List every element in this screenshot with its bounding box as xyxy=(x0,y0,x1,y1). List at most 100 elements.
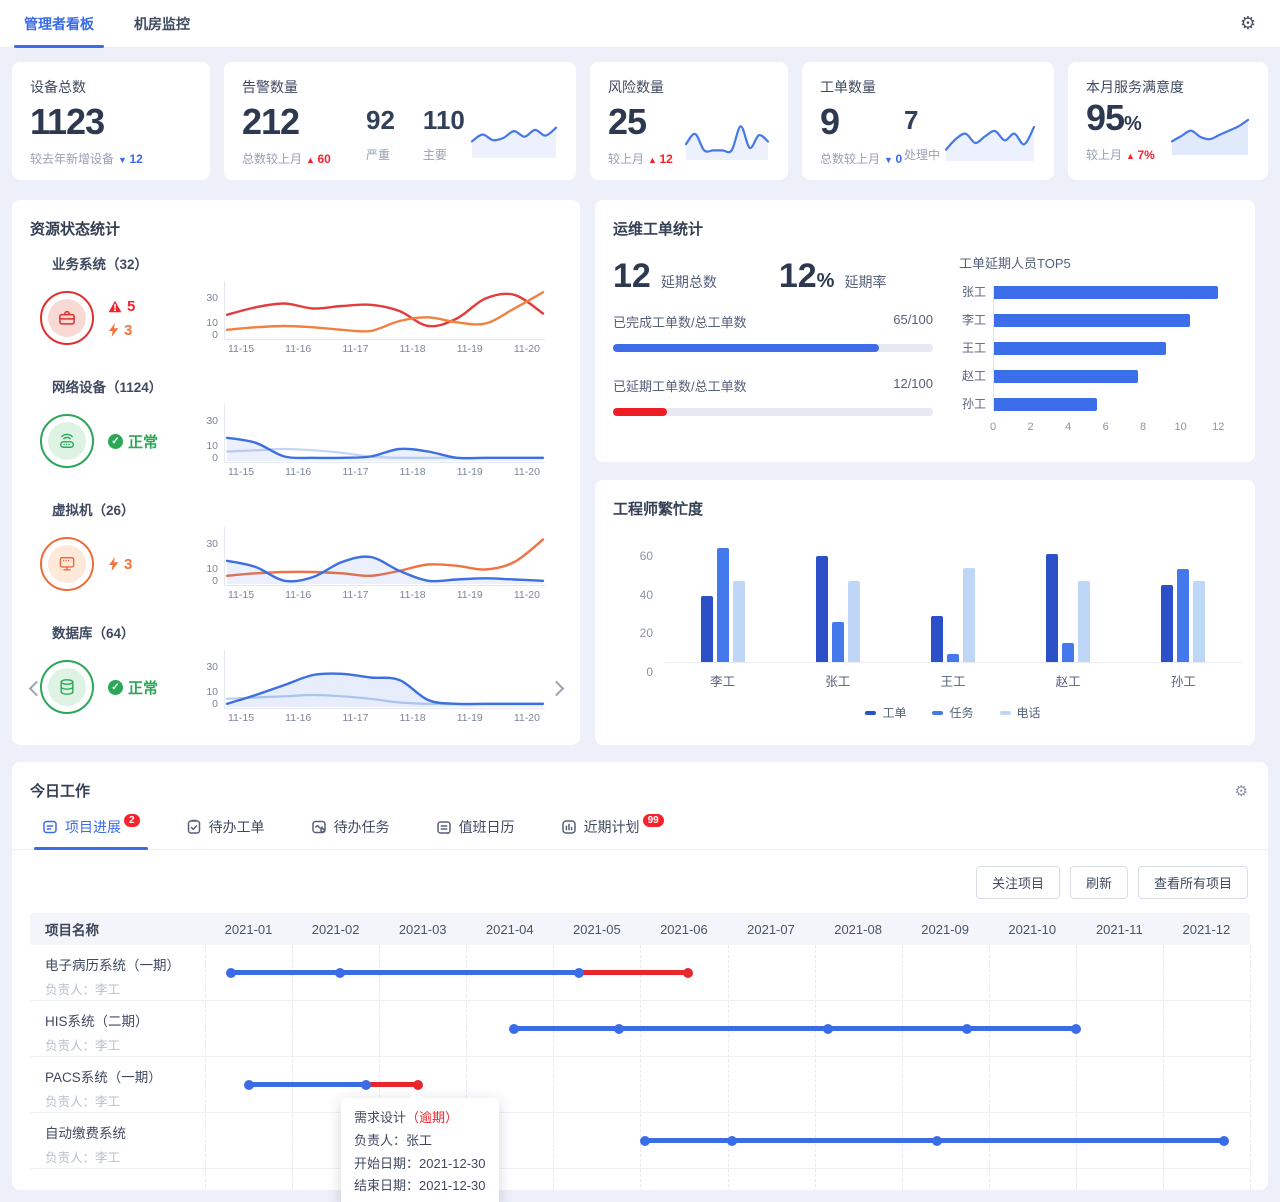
gantt-milestone-dot[interactable] xyxy=(726,1135,737,1146)
gantt-row: PACS系统（一期） 负责人：李工 xyxy=(30,1057,1250,1113)
kpi-value: 25 xyxy=(608,101,647,142)
project-owner: 负责人：李工 xyxy=(45,1151,121,1165)
y-tick: 30 xyxy=(206,538,218,550)
gantt-gridline xyxy=(466,945,468,1192)
panel-title: 资源状态统计 xyxy=(30,221,121,238)
gantt-milestone-dot[interactable] xyxy=(361,1079,372,1090)
top5-label: 王工 xyxy=(961,341,986,355)
kpi-delta: 60 xyxy=(306,152,330,166)
tab-duty-calendar[interactable]: 值班日历 xyxy=(436,817,515,849)
gantt-segment xyxy=(514,1026,1076,1031)
tab-project-progress[interactable]: 项目进展 2 xyxy=(34,813,148,850)
top5-bar xyxy=(994,398,1097,411)
gantt-milestone-dot[interactable] xyxy=(639,1135,650,1146)
tab-recent-plans[interactable]: 近期计划 99 xyxy=(561,813,664,849)
busy-category-label: 孙工 xyxy=(1170,675,1196,689)
x-tick: 11-16 xyxy=(285,466,312,478)
gantt-milestone-dot[interactable] xyxy=(226,967,237,978)
status-label: 正常 xyxy=(128,433,159,451)
kpi-delta: 0 xyxy=(884,152,902,166)
kpi-card-devices: 设备总数 1123 较去年新增设备12 xyxy=(12,62,210,180)
legend-marker xyxy=(999,710,1011,715)
kpi-title: 工单数量 xyxy=(820,79,876,95)
busy-y-tick: 0 xyxy=(646,665,653,679)
progress-completed: 已完成工单数/总工单数 65/100 xyxy=(613,312,933,352)
carousel-next-button[interactable] xyxy=(546,678,566,698)
x-tick: 11-15 xyxy=(228,589,255,601)
busy-bar xyxy=(732,581,745,662)
database-icon xyxy=(60,679,74,695)
tab-todo-tasks[interactable]: 待办任务 xyxy=(311,817,390,849)
kpi-severe-label: 严重 xyxy=(366,148,391,162)
stat-delay-rate: 12% 延期率 xyxy=(779,257,887,296)
status-label: 正常 xyxy=(128,679,159,697)
gantt-row: 电子病历系统（一期） 负责人：李工 xyxy=(30,945,1250,1001)
x-tick: 11-16 xyxy=(285,712,312,724)
gantt-gridline xyxy=(640,945,642,1192)
progress-fill xyxy=(613,408,668,416)
tab-manager-dashboard[interactable]: 管理者看板 xyxy=(14,0,104,48)
gantt-gridline xyxy=(901,945,903,1192)
y-tick: 10 xyxy=(206,686,218,698)
gantt-milestone-dot[interactable] xyxy=(1070,1023,1081,1034)
gantt-milestone-dot[interactable] xyxy=(962,1023,972,1034)
kpi-sub-label: 总数较上月 xyxy=(820,152,881,167)
gantt-milestone-dot[interactable] xyxy=(1218,1135,1229,1146)
legend-marker xyxy=(932,710,944,715)
gantt-row-name: 自动缴费系统 负责人：李工 xyxy=(30,1113,205,1168)
project-owner: 负责人：李工 xyxy=(45,983,121,997)
orders-sparkline xyxy=(944,126,1036,162)
gantt-milestone-dot[interactable] xyxy=(413,1079,424,1090)
panel-settings-gear-icon[interactable]: ⚙ xyxy=(1234,782,1248,800)
settings-gear-icon[interactable]: ⚙ xyxy=(1239,13,1256,33)
refresh-button[interactable]: 刷新 xyxy=(1069,866,1128,899)
risks-sparkline xyxy=(684,125,770,161)
x-tick: 11-15 xyxy=(228,712,255,724)
top5-bar xyxy=(994,342,1167,355)
tooltip-status: （逾期） xyxy=(406,1110,459,1125)
gantt-gridline xyxy=(1250,945,1251,1192)
carousel-prev-button[interactable] xyxy=(26,678,46,698)
gantt-milestone-dot[interactable] xyxy=(243,1079,254,1090)
gantt-gridline xyxy=(553,945,555,1192)
tab-label: 待办任务 xyxy=(333,819,390,835)
tab-todo-workorders[interactable]: 待办工单 xyxy=(186,817,265,849)
project-gantt: 项目名称 2021-01 2021-02 2021-03 2021-04 2021-05… xyxy=(30,913,1251,1202)
kpi-value: 212 xyxy=(242,101,300,142)
lightning-bolt-icon xyxy=(109,323,119,337)
resource-item-virtual-machines: 虚拟机（26） 3 30 10 0 xyxy=(12,491,580,614)
virtual-machine-icon xyxy=(59,557,75,571)
tab-badge: 2 xyxy=(124,813,140,827)
router-wifi-icon xyxy=(60,433,74,448)
kpi-title: 本月服务满意度 xyxy=(1086,79,1184,95)
tab-machine-room-monitor[interactable]: 机房监控 xyxy=(134,15,190,32)
gantt-milestone-dot[interactable] xyxy=(335,967,345,978)
kpi-card-risks: 风险数量 25 较上月12 xyxy=(590,62,788,180)
busy-bar xyxy=(1177,569,1190,662)
gantt-milestone-dot[interactable] xyxy=(509,1023,520,1034)
gantt-milestone-dot[interactable] xyxy=(683,967,694,978)
gantt-month-label: 2021-04 xyxy=(485,921,534,937)
legend-item: 电话 xyxy=(999,704,1041,721)
y-tick: 30 xyxy=(206,292,218,304)
x-tick: 11-18 xyxy=(399,466,426,478)
gantt-gridline xyxy=(988,945,990,1192)
gantt-milestone-dot[interactable] xyxy=(613,1023,624,1034)
gantt-milestone-dot[interactable] xyxy=(931,1135,942,1146)
follow-project-button[interactable]: 关注项目 xyxy=(975,866,1060,899)
progress-track xyxy=(613,344,933,352)
kpi-sub-label: 较上月 xyxy=(608,152,645,167)
view-all-projects-button[interactable]: 查看所有项目 xyxy=(1137,866,1248,899)
today-work-panel: 今日工作 ⚙ 项目进展 2 待办工单 待办任务 值班日历 xyxy=(12,762,1268,1202)
kpi-sub-label: 较去年新增设备 xyxy=(30,152,115,167)
kpi-value: 95 xyxy=(1086,97,1125,138)
gantt-row: HIS系统（二期） 负责人：李工 xyxy=(30,1001,1250,1057)
top5-bar xyxy=(994,314,1191,327)
y-tick: 10 xyxy=(206,317,218,329)
resource-trend-chart: 30 10 0 11-15 11-16 11-17 11-18 11-19 11-20 xyxy=(198,281,562,355)
gantt-milestone-dot[interactable] xyxy=(822,1023,833,1034)
legend-label: 任务 xyxy=(949,706,974,720)
project-name: PACS系统（一期） xyxy=(45,1070,162,1085)
gantt-milestone-dot[interactable] xyxy=(574,967,585,978)
gantt-tooltip: 需求设计（逾期） 负责人：张工 开始日期：2021-12-30 结束日期：202… xyxy=(341,1090,499,1202)
